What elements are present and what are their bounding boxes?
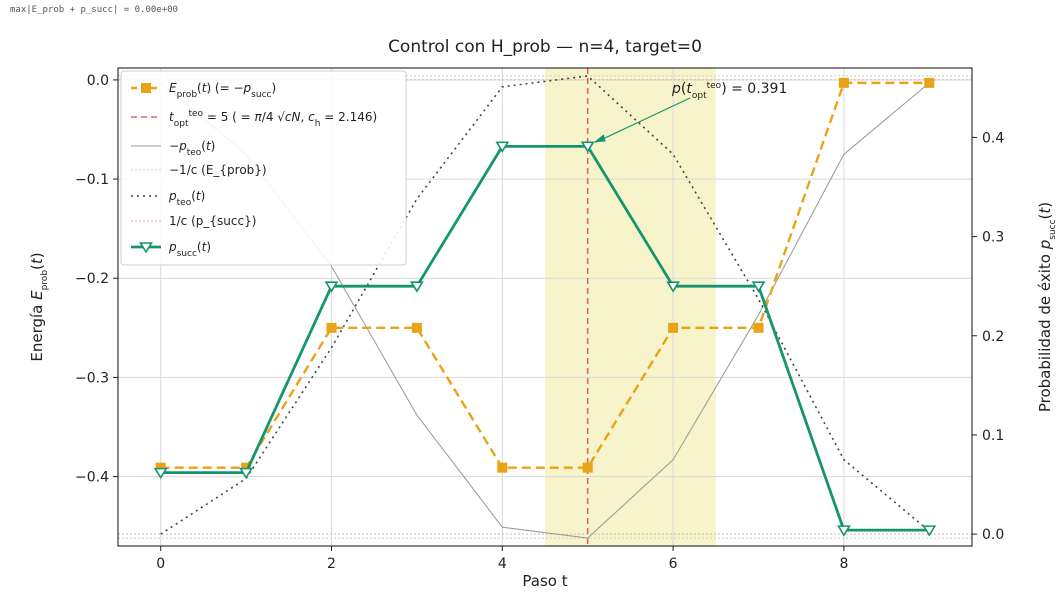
p-succ-point	[922, 525, 937, 537]
p-succ-point	[239, 467, 254, 480]
legend-label: −1/c (E_{prob})	[169, 163, 267, 177]
e-prob-point	[753, 322, 764, 333]
p-succ-point	[666, 281, 681, 293]
e-prob-point	[838, 77, 849, 88]
p-succ-point	[836, 525, 851, 537]
y-right-tick-label: 0.4	[982, 130, 1004, 146]
x-tick-label: 8	[839, 556, 848, 572]
e-prob-point	[497, 462, 508, 473]
y-axis-label: Energía Eprob(t)	[28, 252, 50, 361]
y-tick-label: −0.4	[75, 470, 109, 486]
annotation-arrow-head	[593, 134, 606, 143]
p-succ-point	[495, 141, 510, 153]
header-note: max|E_prob + p_succ| = 0.00e+00	[10, 5, 178, 15]
chart-title: Control con H_prob — n=4, target=0	[388, 37, 702, 57]
y-tick-label: −0.1	[75, 172, 109, 188]
legend-label: toptteo = 5 ( = π/4 √cN, ch = 2.146)	[169, 109, 377, 129]
e-prob-point	[582, 462, 593, 473]
y-right-tick-label: 0.0	[982, 527, 1004, 543]
e-prob-point	[668, 322, 679, 333]
x-tick-label: 6	[669, 556, 678, 572]
p-succ-point	[580, 141, 595, 153]
y-tick-label: −0.2	[75, 271, 109, 287]
p-succ-point	[751, 281, 766, 293]
legend-label: pteo(t)	[168, 189, 205, 208]
series-line-dotted	[160, 75, 930, 535]
y-tick-label: −0.3	[75, 370, 109, 386]
e-prob-point	[924, 77, 935, 88]
annotation-label: p(toptteo) = 0.391	[671, 81, 787, 101]
y-right-tick-label: 0.3	[982, 230, 1004, 246]
y-right-axis-label: Probabilidad de éxito psucc(t)	[1036, 202, 1058, 412]
p-succ-point	[409, 281, 424, 293]
y-tick-label: 0.0	[87, 73, 109, 89]
e-prob-point	[155, 462, 166, 473]
p-succ-point	[324, 281, 339, 293]
y-right-tick-label: 0.2	[982, 329, 1004, 345]
shaded-window	[545, 68, 716, 546]
e-prob-point	[411, 322, 422, 333]
x-tick-label: 4	[498, 556, 507, 572]
legend-box	[120, 70, 407, 266]
series-line-solid-triangle	[160, 144, 930, 532]
legend-label: 1/c (p_{succ})	[169, 214, 256, 228]
x-tick-label: 2	[327, 556, 336, 572]
annotation-arrow	[595, 97, 691, 143]
x-tick-label: 0	[156, 556, 165, 572]
y-right-tick-label: 0.1	[982, 428, 1004, 444]
legend-marker	[141, 83, 151, 93]
plot-frame	[117, 67, 973, 547]
x-axis-label: Paso t	[522, 572, 567, 590]
p-succ-point	[153, 467, 168, 480]
legend-label: psucc(t)	[168, 240, 211, 259]
e-prob-point	[241, 462, 252, 473]
legend-marker	[139, 242, 153, 254]
legend-label: Eprob(t) (= −psucc)	[169, 81, 276, 100]
legend-label: −pteo(t)	[169, 139, 215, 158]
e-prob-point	[326, 322, 337, 333]
